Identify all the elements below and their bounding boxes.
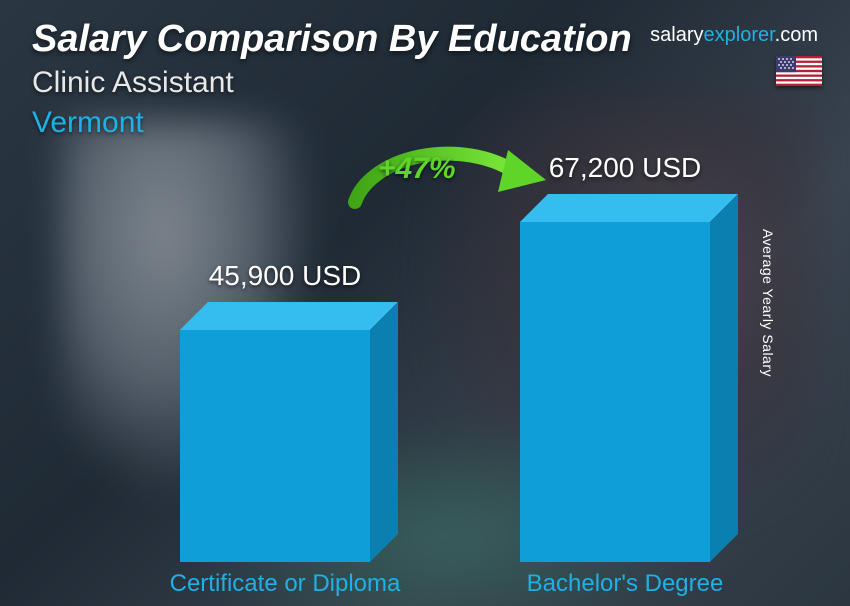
brand-accent: explorer [704,24,775,46]
bar-top [520,194,738,222]
bar-side [710,194,738,562]
bar [520,222,710,562]
bar-side [370,302,398,562]
chart-canvas: Salary Comparison By Education Clinic As… [0,0,850,606]
brand-logo: salaryexplorer.com [650,24,818,47]
us-flag-icon [776,56,822,86]
bar-front [520,222,710,562]
bar-category-label: Certificate or Diploma [145,570,425,598]
brand-suffix: .com [775,24,818,46]
bar-value-label: 45,900 USD [155,260,415,292]
y-axis-label: Average Yearly Salary [760,229,776,377]
brand-prefix: salary [650,24,703,46]
bar [180,330,370,562]
bar-category-label: Bachelor's Degree [485,570,765,598]
bar-top [180,302,398,330]
page-subtitle: Clinic Assistant [32,66,234,100]
page-title: Salary Comparison By Education [32,18,632,61]
percent-delta: +47% [378,152,456,186]
bar-front [180,330,370,562]
page-location: Vermont [32,106,144,140]
